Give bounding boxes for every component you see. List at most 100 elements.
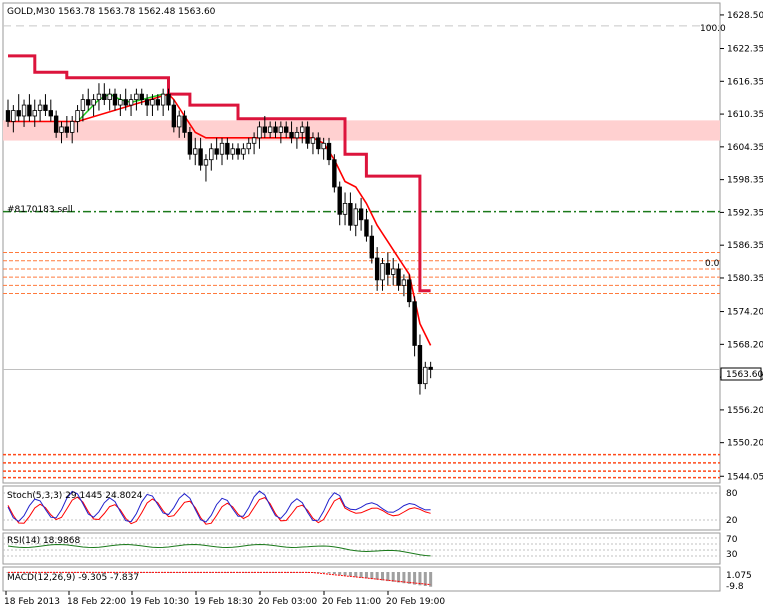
- candle-body: [305, 126, 310, 144]
- macd-bar: [359, 572, 363, 578]
- macd-bar: [134, 572, 138, 573]
- macd-bar: [381, 572, 384, 581]
- candle-body: [332, 159, 337, 188]
- macd-bar: [231, 572, 235, 573]
- candlesticks: [5, 83, 433, 395]
- macd-bar: [327, 572, 331, 574]
- macd-bar: [156, 572, 160, 573]
- rsi-main-line: [7, 543, 431, 557]
- macd-bar: [108, 572, 112, 573]
- candle-body: [118, 99, 123, 106]
- price-tick-label: 1622.35: [727, 45, 763, 55]
- candle-body: [257, 126, 262, 139]
- resistance-zone: [3, 120, 720, 141]
- macd-bar: [279, 572, 283, 573]
- macd-bar: [257, 572, 261, 573]
- price-tick-label: 1616.35: [727, 77, 763, 87]
- candle-body: [203, 159, 209, 166]
- candle-body: [166, 93, 171, 106]
- candle-body: [176, 115, 182, 128]
- price-tick-label: 1592.35: [727, 208, 763, 218]
- time-axis: 18 Feb 2013 18 Feb 22:00 19 Feb 10:30 19 Fe…: [4, 591, 445, 607]
- macd-bar: [348, 572, 352, 577]
- candle-body: [107, 93, 112, 101]
- candle-body: [300, 126, 305, 133]
- candle-body: [407, 279, 412, 303]
- macd-level-top: 1.075: [726, 571, 752, 581]
- candle-body: [251, 137, 257, 144]
- candle-body: [37, 104, 43, 111]
- macd-bar: [11, 572, 15, 573]
- level-100-label: 100.0: [700, 24, 726, 34]
- price-tick-label: 1550.20: [727, 439, 763, 449]
- candle-body: [267, 126, 273, 133]
- candle-body: [11, 110, 16, 122]
- candle-body: [230, 148, 235, 155]
- candle-body: [70, 121, 75, 133]
- price-tick-label: 1568.20: [727, 340, 763, 350]
- macd-bar: [402, 572, 406, 584]
- candle-body: [86, 99, 91, 106]
- candle-body: [283, 126, 289, 133]
- macd-bar: [343, 572, 347, 576]
- price-tick-label: 1610.35: [727, 110, 763, 120]
- candle-body: [423, 366, 428, 385]
- time-tick-label: 20 Feb 03:00: [258, 597, 317, 607]
- time-tick-label: 18 Feb 2013: [4, 597, 60, 607]
- macd-bar: [407, 572, 411, 584]
- candle-body: [412, 301, 417, 346]
- price-axis: 1628.50 1622.35 1616.35 1610.35 1604.35 1598.…: [720, 11, 763, 482]
- macd-bar: [306, 572, 310, 573]
- macd-bar: [236, 572, 240, 573]
- macd-bar: [386, 572, 390, 582]
- macd-bar: [375, 572, 379, 580]
- candle-body: [139, 93, 144, 101]
- macd-bar: [322, 572, 326, 573]
- candle-body: [32, 110, 37, 117]
- candle-body: [337, 186, 342, 215]
- candle-body: [342, 202, 348, 215]
- candle-body: [364, 219, 369, 237]
- stoch-main-line: [7, 490, 431, 523]
- current-price-box: [720, 367, 762, 381]
- current-price-label: 1563.60: [726, 370, 763, 380]
- candle-body: [123, 99, 128, 106]
- price-tick-label: 1586.35: [727, 241, 763, 251]
- macd-bar: [429, 572, 433, 587]
- candle-body: [134, 93, 139, 101]
- candle-body: [390, 268, 396, 275]
- candle-body: [128, 99, 134, 106]
- macd-bar: [413, 572, 417, 585]
- stoch-signal-line: [7, 496, 431, 525]
- macd-label: MACD(12,26,9) -9.305 -7.837: [7, 573, 139, 583]
- macd-bar: [86, 572, 90, 573]
- candle-body: [219, 142, 225, 155]
- price-tick-label: 1544.05: [727, 472, 763, 482]
- zone-label: 0.0: [705, 259, 720, 269]
- macd-bar: [370, 572, 374, 579]
- macd-bar: [316, 572, 320, 573]
- candle-body: [369, 235, 374, 259]
- price-tick-label: 1580.35: [727, 274, 763, 284]
- macd-bar: [38, 572, 42, 573]
- candle-body: [428, 366, 433, 370]
- stoch-lines: [7, 490, 431, 525]
- candle-body: [358, 208, 364, 221]
- stoch-level-20: 20: [726, 516, 738, 526]
- candle-body: [198, 148, 203, 166]
- candle-body: [374, 257, 380, 281]
- time-tick-label: 20 Feb 11:00: [322, 597, 381, 607]
- candle-body: [112, 93, 118, 106]
- macd-bar: [354, 572, 358, 577]
- candle-body: [193, 148, 198, 155]
- candle-body: [80, 99, 86, 111]
- price-tick-label: 1604.35: [727, 143, 763, 153]
- macd-bar: [81, 572, 85, 573]
- time-tick-label: 20 Feb 19:00: [386, 597, 445, 607]
- candle-body: [209, 148, 214, 161]
- price-tick-label: 1574.20: [727, 308, 763, 318]
- candle-body: [417, 345, 423, 385]
- candle-body: [214, 148, 219, 155]
- candle-body: [241, 148, 246, 155]
